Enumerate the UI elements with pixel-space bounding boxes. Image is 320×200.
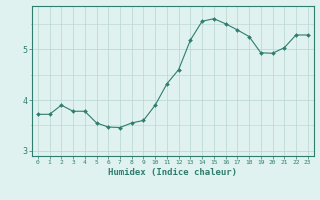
X-axis label: Humidex (Indice chaleur): Humidex (Indice chaleur) <box>108 168 237 177</box>
